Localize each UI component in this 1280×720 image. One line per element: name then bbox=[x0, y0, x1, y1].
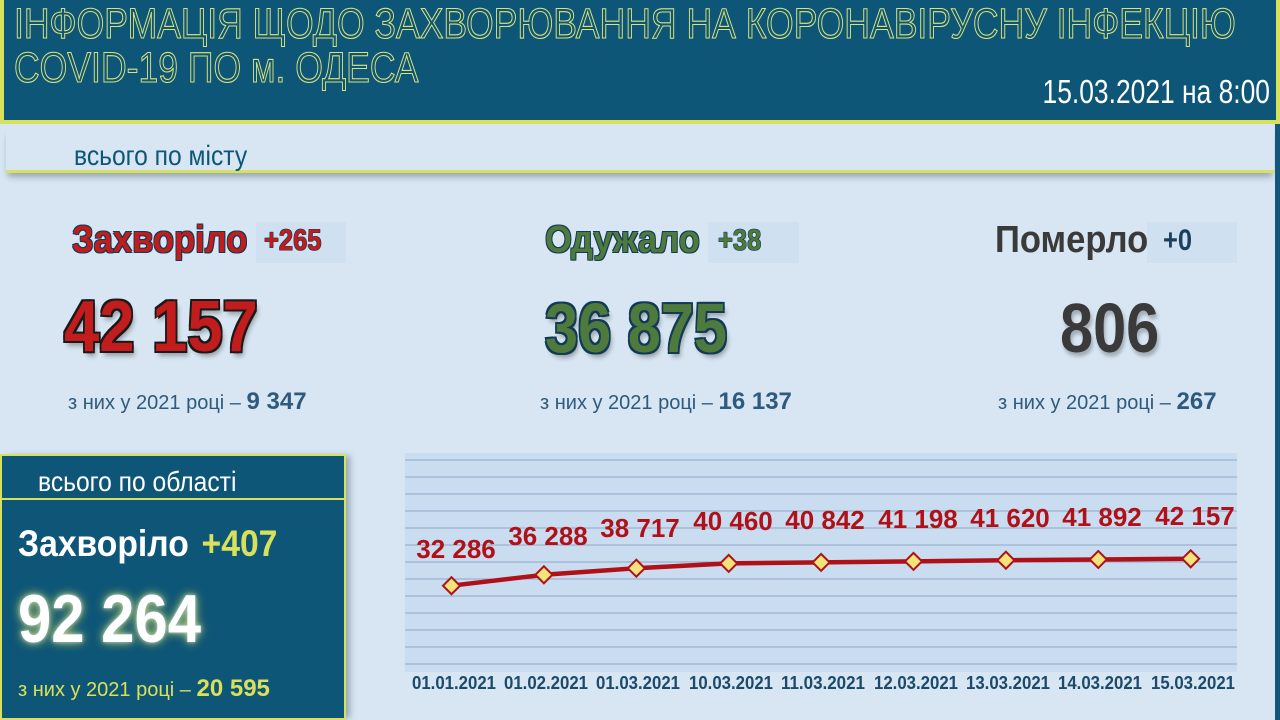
svg-text:42 157: 42 157 bbox=[1155, 501, 1235, 531]
svg-text:41 620: 41 620 bbox=[970, 503, 1050, 533]
svg-text:40 842: 40 842 bbox=[785, 505, 865, 535]
svg-text:01.02.2021: 01.02.2021 bbox=[504, 673, 588, 693]
svg-text:32 286: 32 286 bbox=[416, 534, 496, 564]
svg-text:13.03.2021: 13.03.2021 bbox=[966, 673, 1050, 693]
svg-text:01.01.2021: 01.01.2021 bbox=[412, 673, 496, 693]
svg-text:36 288: 36 288 bbox=[508, 521, 588, 551]
svg-text:41 892: 41 892 bbox=[1062, 502, 1142, 532]
svg-text:01.03.2021: 01.03.2021 bbox=[596, 673, 680, 693]
svg-text:38 717: 38 717 bbox=[600, 513, 680, 543]
svg-text:12.03.2021: 12.03.2021 bbox=[874, 673, 958, 693]
svg-text:41 198: 41 198 bbox=[878, 504, 958, 534]
svg-text:15.03.2021: 15.03.2021 bbox=[1151, 673, 1235, 693]
svg-text:10.03.2021: 10.03.2021 bbox=[689, 673, 773, 693]
svg-text:14.03.2021: 14.03.2021 bbox=[1058, 673, 1142, 693]
svg-text:40 460: 40 460 bbox=[693, 506, 773, 536]
svg-text:11.03.2021: 11.03.2021 bbox=[781, 673, 865, 693]
